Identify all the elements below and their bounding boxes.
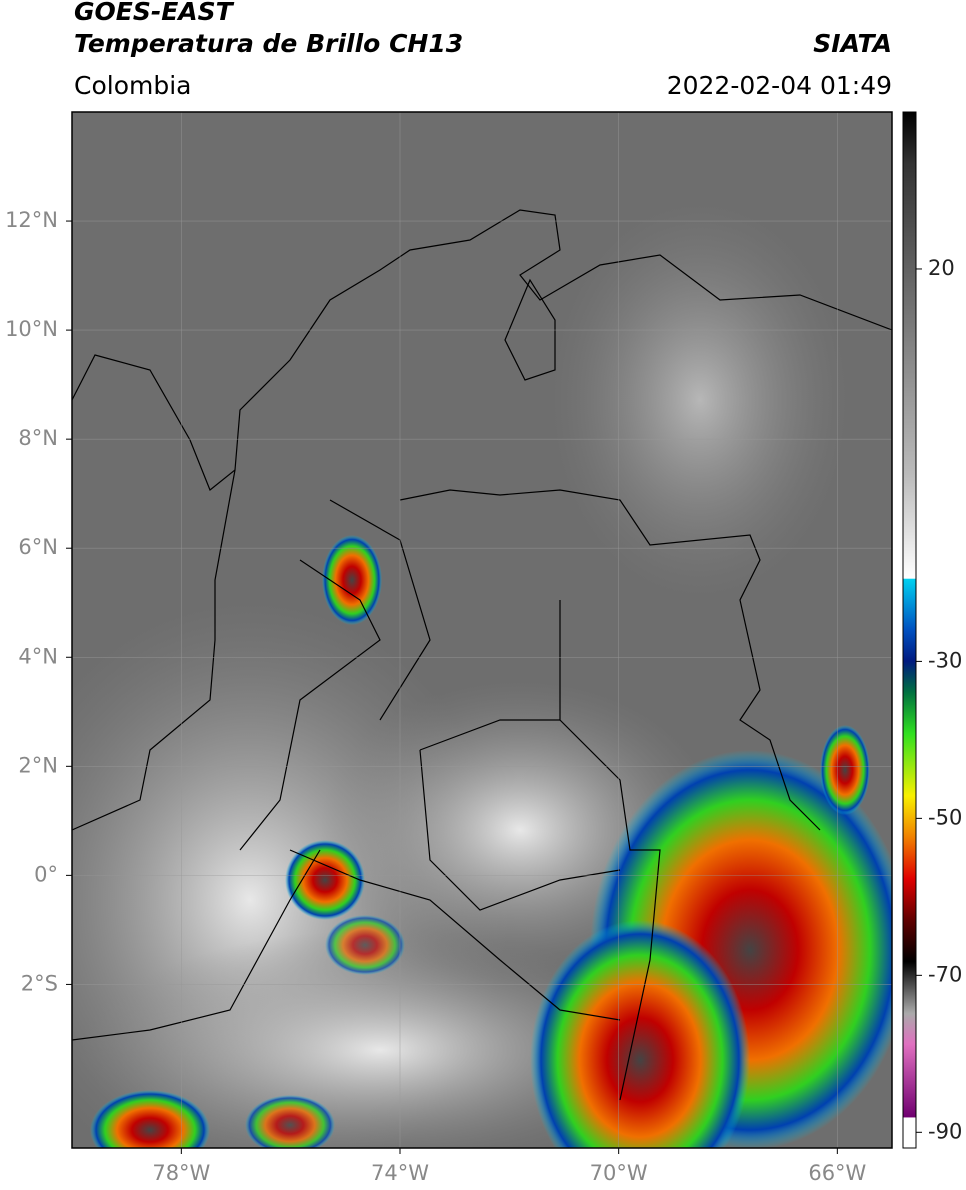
timestamp: 2022-02-04 01:49 bbox=[667, 71, 892, 100]
lat-tick-label: 8°N bbox=[18, 426, 58, 450]
lat-tick-label: 4°N bbox=[18, 644, 58, 668]
lat-tick-label: 0° bbox=[34, 862, 58, 886]
colorbar-tick-label: -50 bbox=[928, 805, 962, 829]
subtitle: Temperatura de Brillo CH13 bbox=[74, 29, 463, 58]
lon-tick-label: 78°W bbox=[152, 1161, 210, 1185]
colorbar bbox=[902, 111, 917, 1149]
lat-tick-label: 2°N bbox=[18, 753, 58, 777]
lat-tick-label: 6°N bbox=[18, 535, 58, 559]
lon-tick-label: 66°W bbox=[808, 1161, 866, 1185]
lat-tick-label: 12°N bbox=[5, 208, 58, 232]
source: SIATA bbox=[813, 29, 892, 58]
colorbar-tick-label: -70 bbox=[928, 962, 962, 986]
colorbar-tick-label: -90 bbox=[928, 1119, 962, 1143]
colorbar-tick-label: -30 bbox=[928, 648, 962, 672]
colorbar-tick-label: 20 bbox=[928, 256, 955, 280]
lon-tick-label: 74°W bbox=[371, 1161, 429, 1185]
map-frame bbox=[71, 111, 893, 1149]
lon-tick-label: 70°W bbox=[590, 1161, 648, 1185]
lat-tick-label: 10°N bbox=[5, 317, 58, 341]
region: Colombia bbox=[74, 71, 191, 100]
satellite-image bbox=[72, 112, 892, 1148]
title: GOES-EAST bbox=[74, 0, 235, 26]
lat-tick-label: 2°S bbox=[21, 971, 58, 995]
